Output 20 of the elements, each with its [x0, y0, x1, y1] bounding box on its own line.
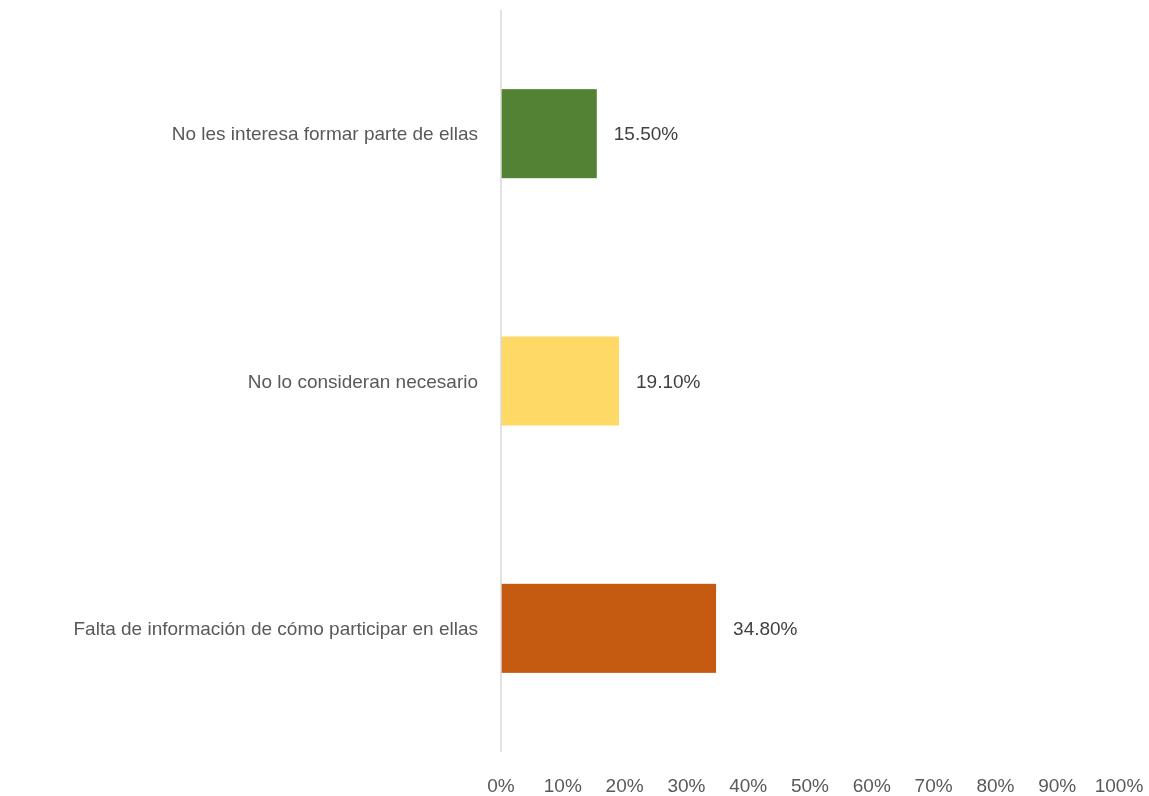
x-tick-label: 20% [605, 774, 644, 796]
y-tick-label: No les interesa formar parte de ellas [171, 123, 478, 145]
y-tick-label: No lo consideran necesario [247, 370, 478, 392]
x-tick-label: 0% [487, 774, 515, 796]
bar [501, 336, 620, 426]
x-tick-label: 90% [1038, 774, 1077, 796]
data-label: 19.10% [636, 370, 701, 392]
data-label: 15.50% [613, 123, 679, 145]
x-tick-label: 30% [667, 774, 706, 796]
y-tick-label: Falta de información de cómo participar en ellas [73, 617, 478, 639]
x-tick-label: 40% [729, 774, 768, 796]
x-tick-label: 100% [1094, 774, 1144, 796]
data-label: 34.80% [733, 617, 798, 639]
bar [501, 89, 597, 179]
x-tick-label: 70% [914, 774, 953, 796]
x-tick-label: 50% [790, 774, 830, 796]
x-tick-label: 60% [852, 774, 891, 796]
bar [501, 583, 717, 673]
x-tick-label: 10% [543, 774, 582, 796]
x-tick-label: 80% [976, 774, 1015, 796]
